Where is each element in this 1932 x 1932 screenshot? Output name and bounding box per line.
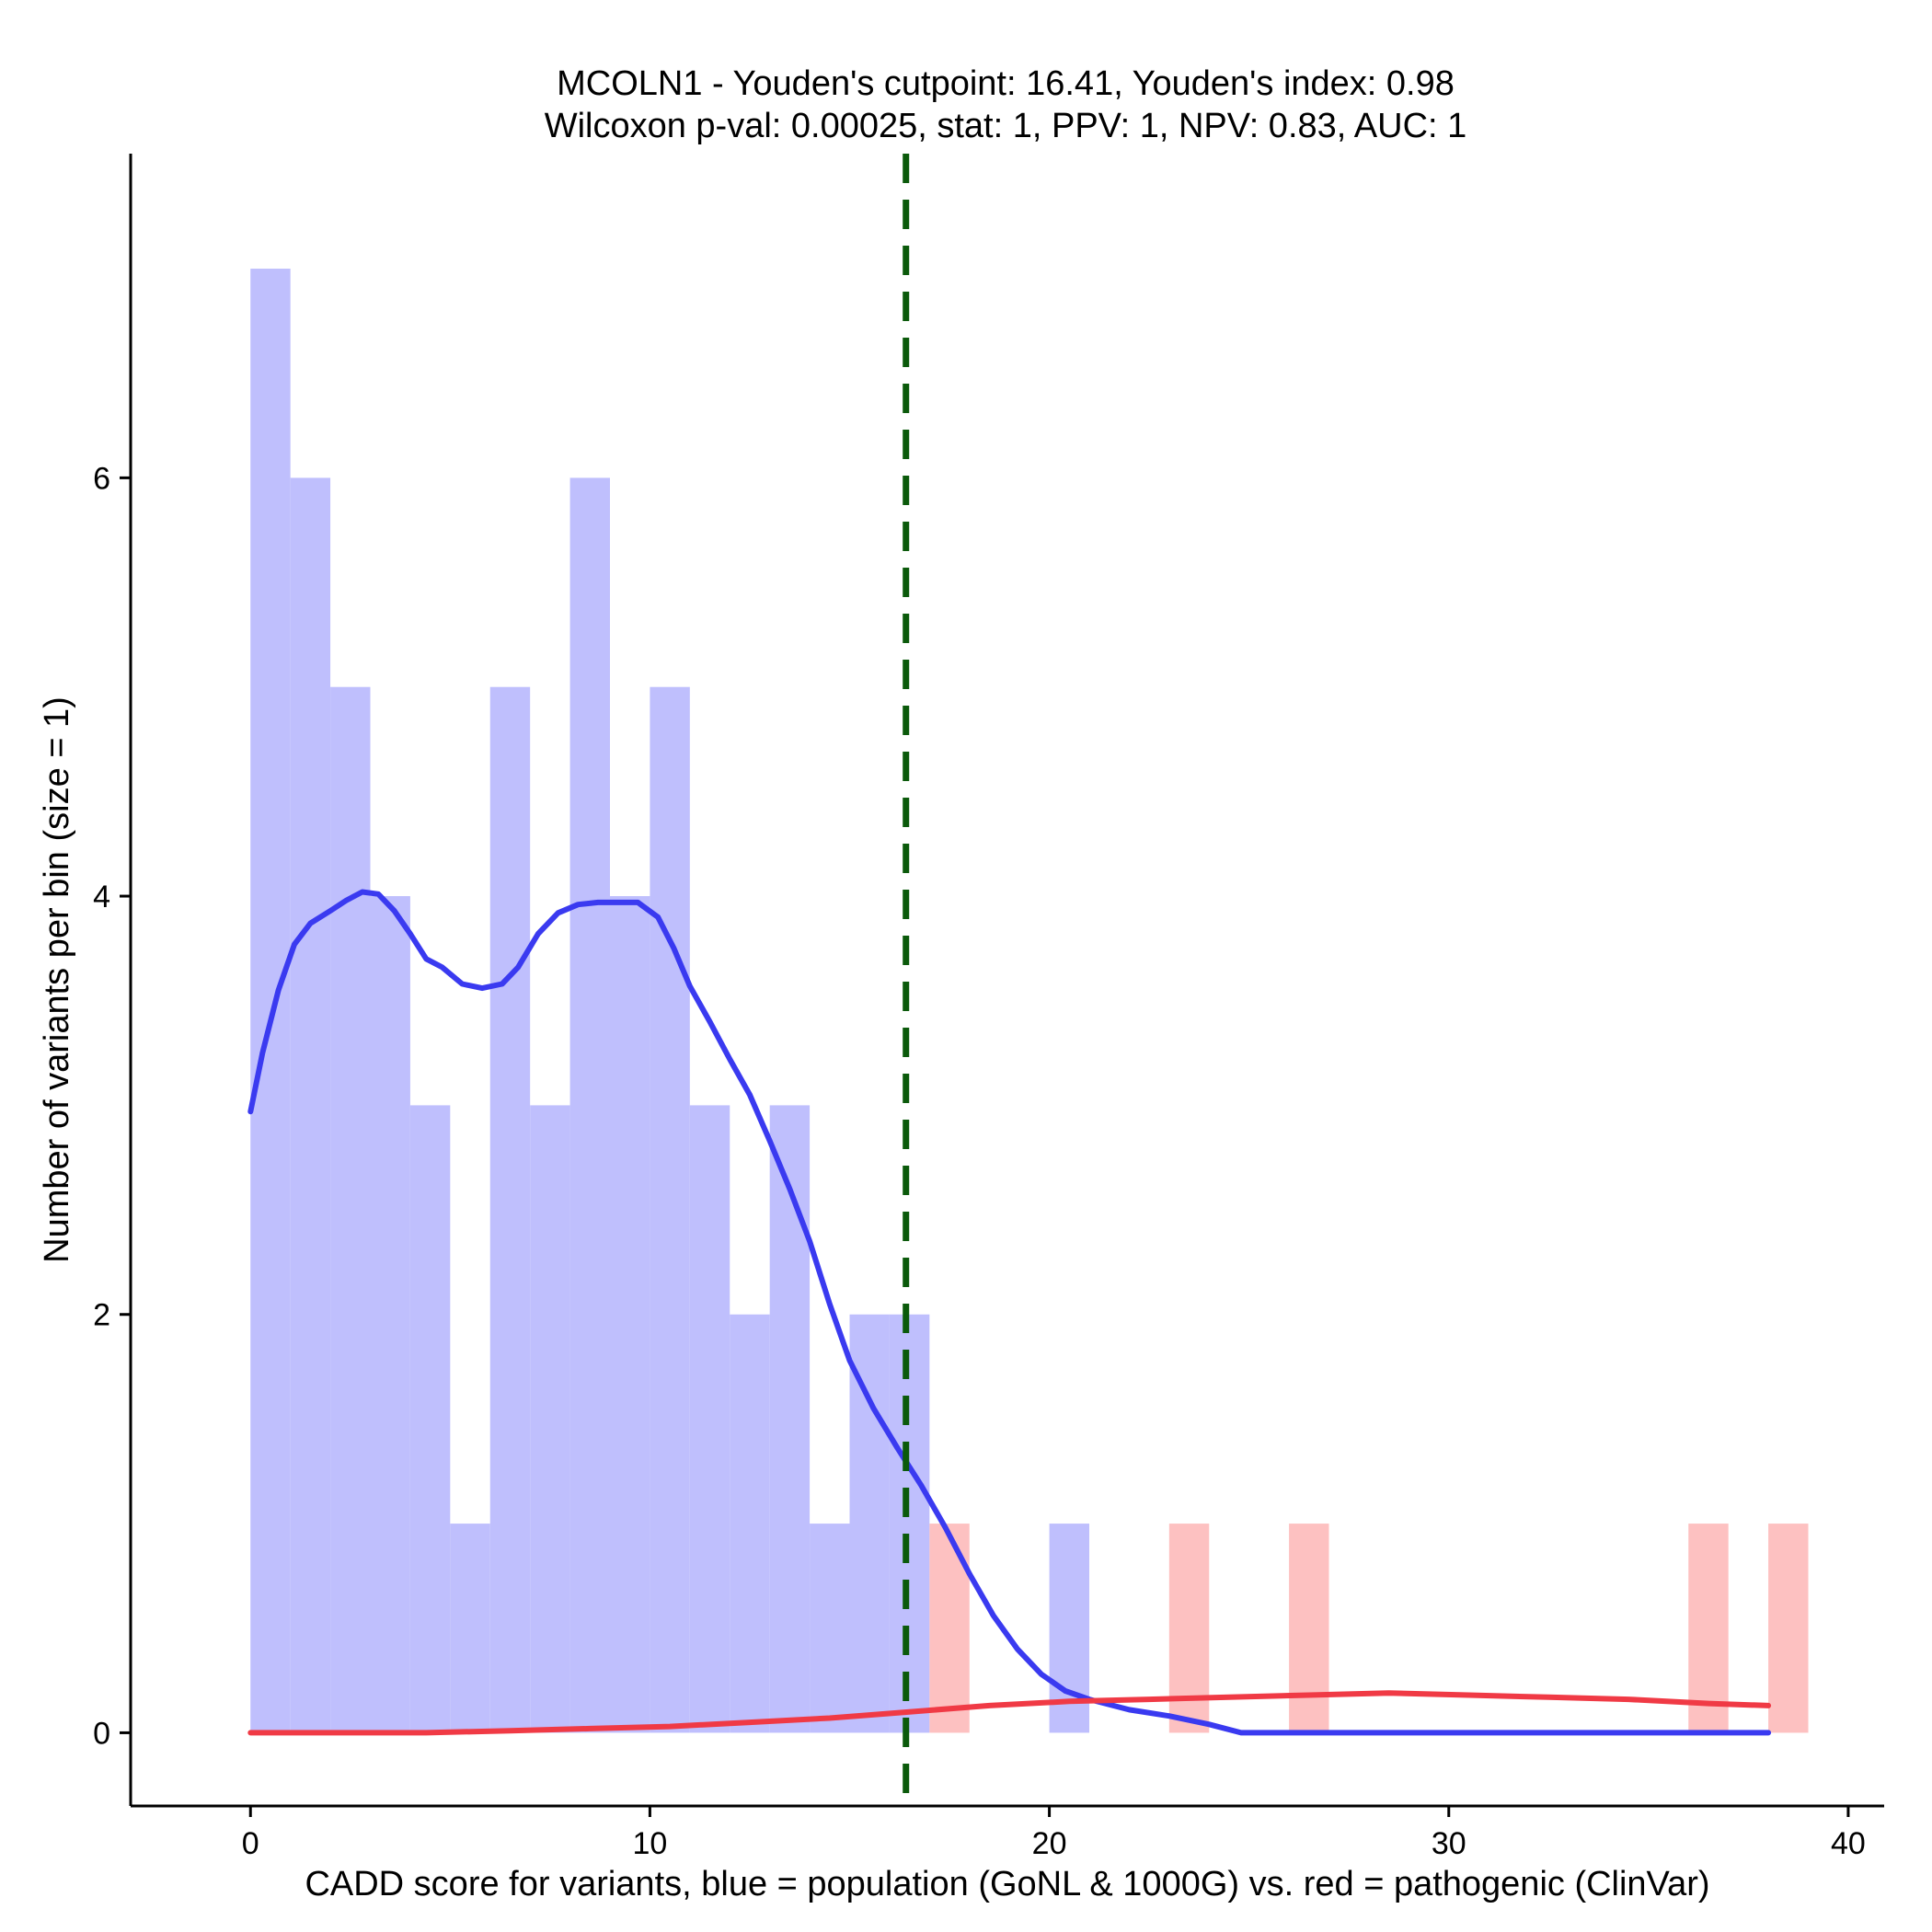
y-tick-label: 6 bbox=[93, 461, 110, 496]
x-tick-label: 30 bbox=[1432, 1826, 1466, 1861]
chart-title-line-2: Wilcoxon p-val: 0.00025, stat: 1, PPV: 1… bbox=[545, 107, 1467, 145]
population-density-line bbox=[247, 889, 1772, 1736]
population-bar bbox=[769, 1105, 811, 1733]
x-tick-label: 10 bbox=[633, 1826, 668, 1861]
population-bar bbox=[610, 896, 650, 1733]
pathogenic-bar bbox=[1688, 1524, 1729, 1733]
population-bar bbox=[370, 896, 410, 1733]
x-axis-label: CADD score for variants, blue = populati… bbox=[305, 1865, 1709, 1903]
y-tick-label: 2 bbox=[93, 1298, 110, 1333]
population-bar bbox=[290, 477, 331, 1733]
population-bar bbox=[489, 686, 531, 1733]
population-bar bbox=[889, 1314, 930, 1733]
population-bar bbox=[530, 1105, 570, 1733]
population-bar bbox=[409, 1105, 451, 1733]
population-bar bbox=[330, 686, 371, 1733]
y-tick-label: 0 bbox=[93, 1716, 110, 1751]
population-bar bbox=[569, 477, 611, 1733]
y-axis-label: Number of variants per bin (size = 1) bbox=[38, 696, 76, 1263]
x-tick-label: 0 bbox=[242, 1826, 259, 1861]
population-bar bbox=[450, 1524, 490, 1733]
axes bbox=[129, 154, 1884, 1808]
x-tick-label: 40 bbox=[1831, 1826, 1866, 1861]
pathogenic-bar bbox=[1768, 1524, 1809, 1733]
pathogenic-bar bbox=[929, 1524, 970, 1733]
chart-title-line-1: MCOLN1 - Youden's cutpoint: 16.41, Youde… bbox=[557, 64, 1455, 103]
pathogenic-bar bbox=[1289, 1524, 1329, 1733]
population-bar bbox=[650, 686, 690, 1733]
population-bar bbox=[810, 1524, 850, 1733]
axis-ticks: 0 10 20 30 40 0 2 4 6 bbox=[93, 461, 1866, 1861]
population-bar bbox=[689, 1105, 730, 1733]
histogram-bars bbox=[250, 269, 1809, 1733]
population-bar bbox=[730, 1314, 770, 1733]
pathogenic-density-line bbox=[247, 1690, 1772, 1736]
population-bar bbox=[250, 269, 291, 1733]
population-bar bbox=[849, 1314, 890, 1733]
x-tick-label: 20 bbox=[1032, 1826, 1067, 1861]
density-curves bbox=[247, 889, 1772, 1736]
y-tick-label: 4 bbox=[93, 880, 110, 914]
